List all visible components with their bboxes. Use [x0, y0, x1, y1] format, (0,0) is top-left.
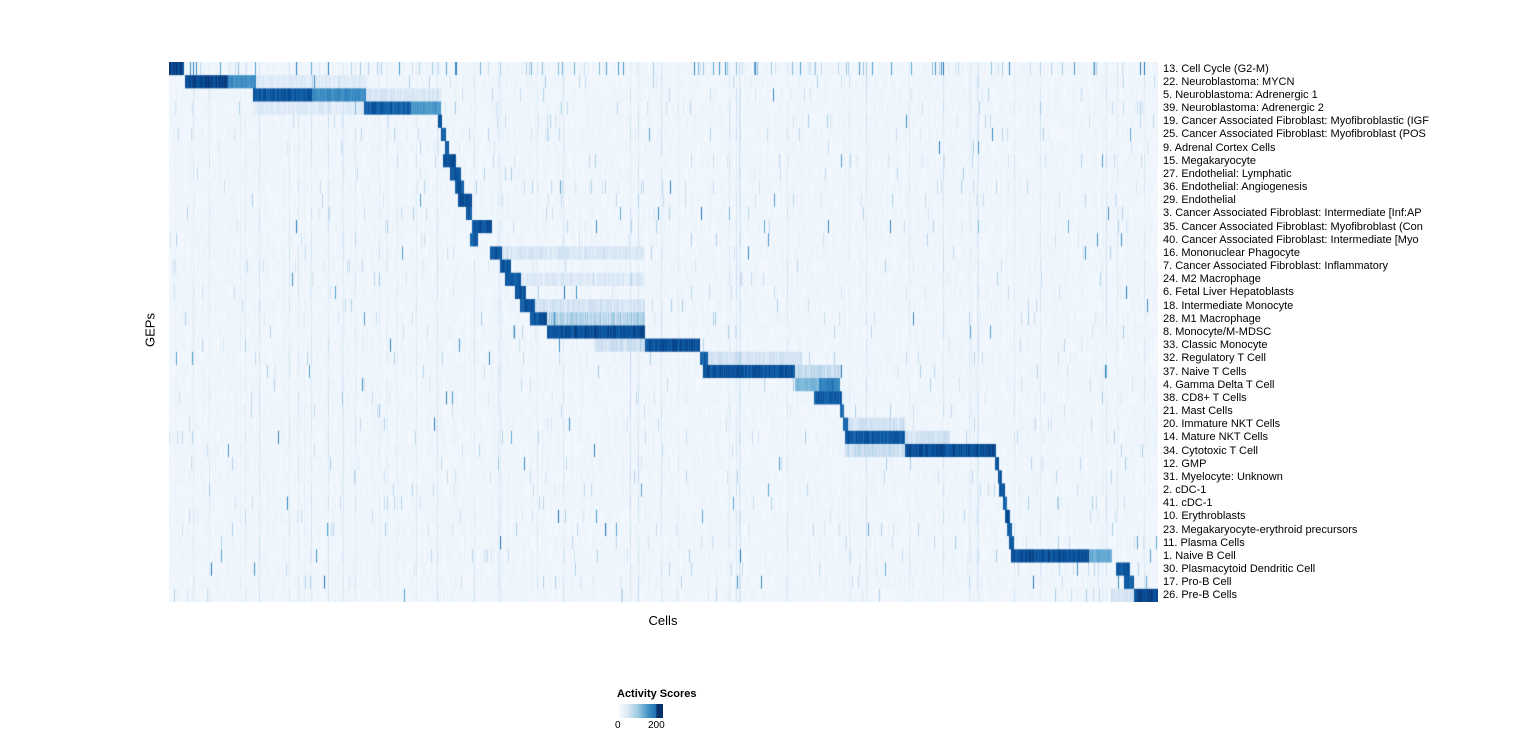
gep-row-label: 7. Cancer Associated Fibroblast: Inflamm…: [1163, 260, 1388, 273]
gep-row-label: 33. Classic Monocyte: [1163, 339, 1268, 352]
x-axis-label: Cells: [648, 613, 678, 628]
gep-row-label: 13. Cell Cycle (G2-M): [1163, 62, 1269, 75]
gep-row-label: 8. Monocyte/M-MDSC: [1163, 326, 1272, 338]
gep-row-label: 1. Naive B Cell: [1163, 549, 1236, 562]
gep-row-label: 22. Neuroblastoma: MYCN: [1163, 75, 1295, 88]
gep-row-label: 41. cDC-1: [1163, 497, 1213, 510]
activity-heatmap: [169, 62, 1158, 602]
gep-row-label: 16. Mononuclear Phagocyte: [1163, 246, 1300, 259]
legend-gradient-bar: [617, 704, 663, 718]
gep-row-label: 28. M1 Macrophage: [1163, 312, 1261, 325]
gep-row-label: 11. Plasma Cells: [1163, 536, 1245, 549]
gep-row-label: 20. Immature NKT Cells: [1163, 418, 1281, 431]
gep-row-label: 2. cDC-1: [1163, 484, 1207, 497]
gep-row-label: 26. Pre-B Cells: [1163, 589, 1237, 602]
gep-row-label: 39. Neuroblastoma: Adrenergic 2: [1163, 102, 1324, 115]
gep-row-label: 37. Naive T Cells: [1163, 365, 1247, 378]
gep-row-label: 32. Regulatory T Cell: [1163, 352, 1266, 365]
gep-row-label: 21. Mast Cells: [1163, 405, 1233, 418]
gep-row-label: 6. Fetal Liver Hepatoblasts: [1163, 286, 1294, 299]
gep-row-label: 14. Mature NKT Cells: [1163, 431, 1268, 444]
gep-row-label: 3. Cancer Associated Fibroblast: Interme…: [1163, 207, 1422, 220]
y-axis-label: GEPs: [142, 313, 158, 347]
gep-row-label: 24. M2 Macrophage: [1163, 273, 1261, 286]
gep-row-label: 10. Erythroblasts: [1163, 510, 1246, 523]
gep-row-label: 17. Pro-B Cell: [1163, 576, 1232, 589]
gep-row-label: 12. GMP: [1163, 457, 1207, 470]
legend-title: Activity Scores: [617, 688, 697, 700]
gep-row-label: 34. Cytotoxic T Cell: [1163, 444, 1258, 457]
gep-row-label: 4. Gamma Delta T Cell: [1163, 378, 1275, 391]
legend-ticks: 0 200: [615, 718, 747, 731]
gep-row-label: 5. Neuroblastoma: Adrenergic 1: [1163, 88, 1318, 101]
gep-row-label: 29. Endothelial: [1163, 194, 1236, 207]
gep-row-label: 36. Endothelial: Angiogenesis: [1163, 181, 1308, 194]
gep-row-label: 40. Cancer Associated Fibroblast: Interm…: [1163, 233, 1419, 246]
legend-max-label: 200: [648, 720, 665, 731]
gep-row-label: 31. Myelocyte: Unknown: [1163, 470, 1283, 483]
gep-row-labels: 13. Cell Cycle (G2-M) 22. Neuroblastoma: …: [1163, 62, 1540, 602]
gep-row-label: 18. Intermediate Monocyte: [1163, 299, 1294, 312]
legend: Activity Scores 0 200: [615, 688, 747, 731]
gep-row-label: 15. Megakaryocyte: [1163, 154, 1256, 167]
gep-row-label: 30. Plasmacytoid Dendritic Cell: [1163, 563, 1316, 576]
gep-row-label: 38. CD8+ T Cells: [1163, 391, 1247, 404]
legend-min-label: 0: [615, 720, 621, 731]
gep-row-label: 25. Cancer Associated Fibroblast: Myofib…: [1163, 128, 1426, 141]
gep-row-label: 27. Endothelial: Lymphatic: [1163, 167, 1292, 180]
gep-row-label: 35. Cancer Associated Fibroblast: Myofib…: [1163, 220, 1423, 233]
gep-row-label: 23. Megakaryocyte-erythroid precursors: [1163, 523, 1358, 536]
gep-row-label: 9. Adrenal Cortex Cells: [1163, 141, 1276, 154]
gep-row-label: 19. Cancer Associated Fibroblast: Myofib…: [1163, 115, 1429, 128]
